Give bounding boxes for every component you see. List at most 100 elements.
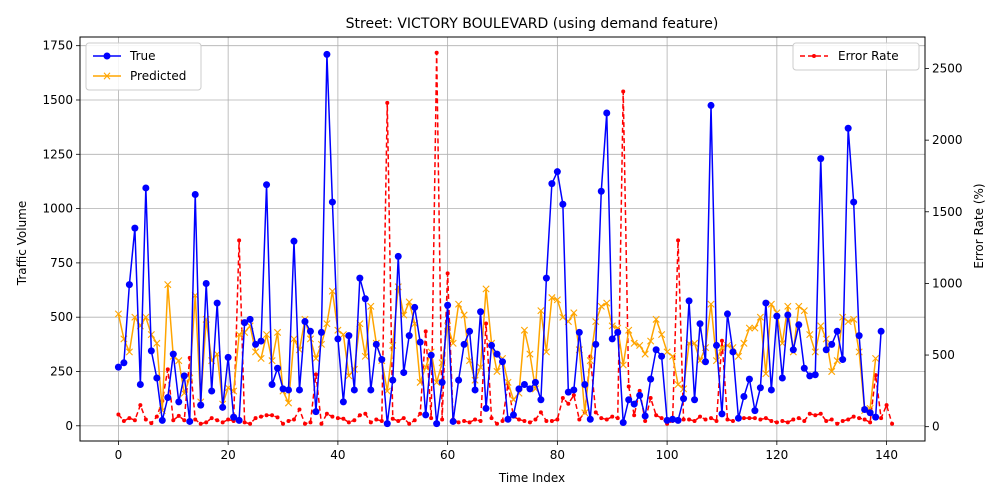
data-point-error-rate	[368, 420, 373, 425]
data-point-predicted	[312, 354, 320, 363]
data-point-true	[175, 398, 183, 406]
data-point-predicted	[625, 326, 633, 334]
data-point-error-rate	[769, 418, 774, 423]
data-point-predicted	[872, 354, 880, 363]
data-point-error-rate	[840, 418, 845, 423]
data-point-error-rate	[654, 413, 659, 418]
data-point-predicted	[641, 350, 649, 358]
y-right-tick-label: 2500	[932, 62, 963, 76]
data-point-error-rate	[445, 271, 450, 276]
data-point-true	[317, 328, 325, 336]
data-point-predicted	[767, 300, 775, 308]
data-point-true	[290, 237, 298, 245]
data-point-predicted	[559, 313, 567, 321]
data-point-true	[197, 401, 205, 409]
legend-left-box	[85, 42, 202, 91]
data-point-error-rate	[324, 411, 329, 416]
data-point-error-rate	[785, 420, 790, 425]
data-point-true	[795, 321, 803, 329]
data-point-predicted	[433, 378, 441, 386]
data-point-true	[548, 180, 556, 188]
data-point-predicted	[658, 330, 666, 339]
data-point-true	[745, 375, 753, 383]
data-point-predicted	[323, 320, 331, 328]
legend-label-error-rate: Error Rate	[838, 49, 899, 63]
x-tick-label: 100	[656, 448, 679, 462]
data-point-true	[619, 419, 627, 427]
data-point-true	[422, 411, 430, 419]
data-point-true	[520, 381, 528, 389]
data-point-true	[861, 406, 869, 414]
legend-right-box	[792, 42, 920, 71]
data-point-error-rate	[467, 420, 472, 425]
data-point-error-rate	[489, 416, 494, 421]
data-point-predicted	[142, 313, 150, 321]
data-point-error-rate	[890, 421, 895, 426]
data-point-true	[455, 376, 463, 384]
data-point-predicted	[740, 339, 748, 347]
data-point-error-rate	[571, 393, 576, 398]
data-point-true	[471, 386, 479, 394]
data-point-true	[625, 396, 633, 404]
data-point-true	[833, 327, 841, 335]
data-point-error-rate	[621, 89, 626, 94]
data-point-error-rate	[730, 418, 735, 423]
data-point-error-rate	[478, 418, 483, 423]
data-point-true	[350, 386, 358, 394]
data-point-error-rate	[308, 420, 313, 425]
plot-area	[114, 50, 895, 428]
data-point-error-rate	[604, 417, 609, 422]
data-point-true	[509, 411, 517, 419]
data-point-true	[817, 155, 825, 163]
data-point-predicted	[422, 363, 430, 371]
data-point-true	[712, 341, 720, 349]
data-point-predicted	[850, 315, 858, 323]
data-point-error-rate	[412, 418, 417, 423]
data-point-predicted	[526, 350, 534, 358]
data-point-error-rate	[456, 420, 461, 425]
data-point-error-rate	[687, 417, 692, 422]
data-point-true	[674, 416, 682, 424]
data-point-error-rate	[698, 414, 703, 419]
data-point-true	[488, 341, 496, 349]
data-point-predicted	[756, 313, 764, 321]
data-point-true	[806, 372, 814, 380]
data-point-true	[586, 415, 594, 423]
data-point-error-rate	[632, 413, 637, 418]
data-point-true	[581, 381, 589, 389]
data-point-true	[877, 327, 885, 335]
data-point-predicted	[548, 294, 556, 302]
data-point-error-rate	[220, 420, 225, 425]
data-point-predicted	[476, 363, 485, 371]
data-point-true	[647, 375, 655, 383]
data-point-true	[361, 295, 369, 303]
data-point-error-rate	[747, 416, 752, 421]
data-point-error-rate	[560, 396, 565, 401]
data-point-true	[669, 415, 677, 423]
data-point-error-rate	[264, 413, 269, 418]
data-point-error-rate	[270, 413, 275, 418]
data-point-predicted	[652, 315, 660, 323]
data-point-error-rate	[538, 410, 543, 415]
y-right-tick-label: 1000	[932, 276, 963, 290]
y-tick-label: 750	[50, 256, 73, 270]
data-point-true	[400, 369, 408, 377]
data-point-predicted	[603, 299, 611, 307]
data-point-error-rate	[626, 384, 631, 389]
data-point-error-rate	[593, 410, 598, 415]
data-point-true	[301, 318, 309, 326]
data-point-true	[685, 297, 693, 305]
data-point-error-rate	[215, 418, 220, 423]
data-point-error-rate	[209, 416, 214, 421]
data-point-true	[822, 346, 830, 354]
data-point-true	[202, 280, 210, 288]
data-point-predicted	[784, 302, 792, 310]
data-point-error-rate	[275, 415, 280, 420]
data-point-predicted	[125, 348, 133, 356]
data-point-predicted	[669, 352, 677, 360]
data-point-error-rate	[752, 416, 757, 421]
data-point-error-rate	[165, 367, 170, 372]
data-point-error-rate	[643, 418, 648, 423]
data-point-error-rate	[193, 417, 198, 422]
data-point-true	[356, 274, 364, 282]
